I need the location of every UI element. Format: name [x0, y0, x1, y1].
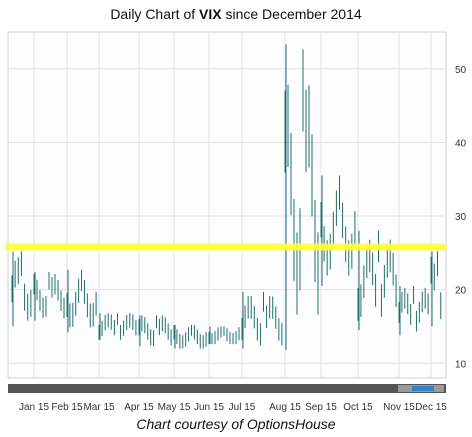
y-tick-label: 30: [455, 212, 467, 223]
chart-title-suffix: since December 2014: [221, 6, 362, 22]
month-bars: [430, 251, 442, 327]
month-bars: [284, 44, 319, 351]
plot-area: [7, 31, 447, 379]
y-tick-label: 20: [455, 286, 467, 297]
chart-title-prefix: Daily Chart of: [110, 6, 200, 22]
x-tick-label: Mar 15: [83, 402, 115, 413]
x-tick-label: Jan 15: [19, 402, 49, 413]
y-tick-label: 50: [455, 65, 467, 76]
resistance-highlight-line: [5, 243, 446, 251]
x-tick-label: Jul 15: [229, 402, 256, 413]
x-tick-label: May 15: [158, 402, 191, 413]
x-tick-label: Aug 15: [269, 402, 301, 413]
month-bars: [33, 271, 65, 321]
month-bars: [173, 324, 207, 349]
month-bars: [138, 315, 172, 347]
price-series: [11, 44, 442, 351]
x-tick-label: Nov 15: [383, 402, 415, 413]
month-bars: [398, 285, 429, 336]
x-tick-label: Apr 15: [124, 402, 154, 413]
month-bars: [66, 269, 97, 333]
month-bars: [241, 291, 283, 349]
chart-caption: Chart courtesy of OptionsHouse: [136, 416, 336, 432]
x-tick-label: Feb 15: [51, 402, 83, 413]
month-bars: [11, 251, 32, 327]
chart-title-ticker: VIX: [199, 6, 222, 22]
x-tick-label: Dec 15: [415, 402, 447, 413]
x-tick-label: Jun 15: [194, 402, 224, 413]
x-axis: Jan 15 Feb 15 Mar 15 Apr 15 May 15 Jun 15 Jul …: [19, 402, 447, 413]
month-bars: [98, 313, 137, 340]
x-tick-label: Sep 15: [305, 402, 337, 413]
y-axis: 10 20 30 40 50: [455, 65, 467, 370]
scrollbar-thumb[interactable]: [412, 386, 434, 391]
chart-scrollbar[interactable]: [8, 384, 446, 393]
y-tick-label: 40: [455, 138, 467, 149]
chart-title: Daily Chart of VIX since December 2014: [0, 6, 472, 22]
month-bars: [208, 326, 240, 345]
scrollbar-track[interactable]: [8, 384, 446, 393]
y-tick-label: 10: [455, 359, 467, 370]
x-tick-label: Oct 15: [343, 402, 373, 413]
